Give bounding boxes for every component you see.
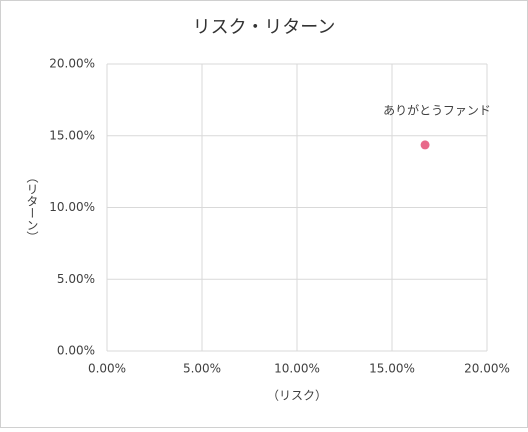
x-tick-label: 15.00%: [369, 362, 415, 376]
point-label: ありがとうファンド: [383, 102, 491, 117]
y-tick-label: 15.00%: [49, 128, 95, 142]
y-tick-label: 20.00%: [49, 57, 95, 71]
x-axis-label: （リスク）: [267, 389, 327, 403]
x-tick-label: 20.00%: [464, 362, 510, 376]
y-tick-label: 5.00%: [57, 272, 95, 286]
x-tick-label: 5.00%: [183, 362, 221, 376]
y-tick-label: 10.00%: [49, 200, 95, 214]
x-tick-label: 0.00%: [88, 362, 126, 376]
x-tick-label: 10.00%: [274, 362, 320, 376]
y-tick-label: 0.00%: [57, 344, 95, 358]
chart-title: リスク・リターン: [193, 17, 336, 38]
point: [420, 140, 430, 150]
y-axis-label: （リターン）: [25, 171, 39, 243]
